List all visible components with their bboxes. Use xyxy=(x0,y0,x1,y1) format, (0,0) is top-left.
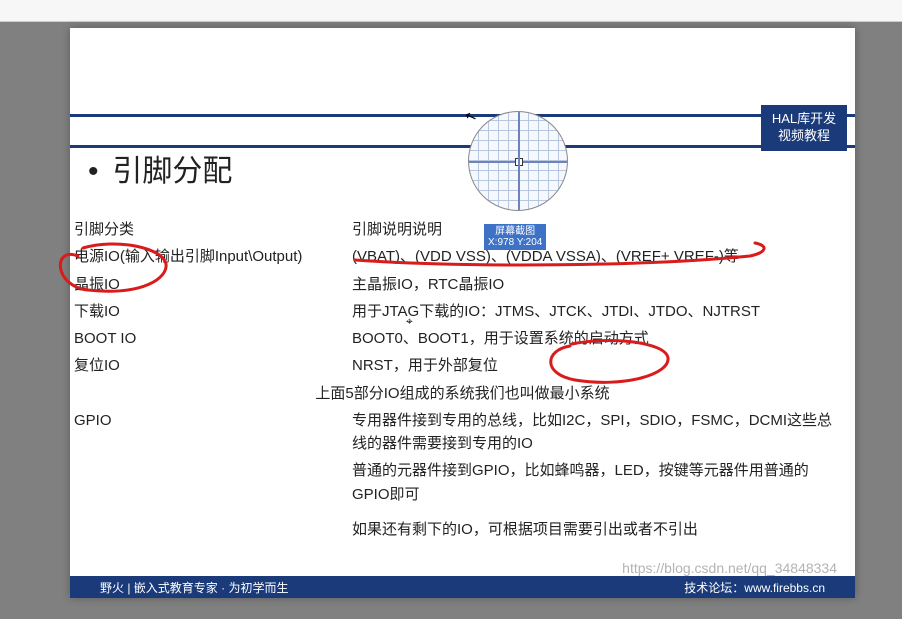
slide-title: 引脚分配 xyxy=(112,155,232,188)
header-badge: HAL库开发 视频教程 xyxy=(761,105,847,151)
table-row: 晶振IO主晶振IO，RTC晶振IO xyxy=(70,271,855,298)
table-row: 下载IO用于JTAG下载的IO：JTMS、JTCK、JTDI、JTDO、NJTR… xyxy=(70,298,855,325)
magnifier-center xyxy=(515,158,523,166)
watermark: https://blog.csdn.net/qq_34848334 xyxy=(622,560,837,576)
slide-footer: 野火 | 嵌入式教育专家 · 为初学而生 技术论坛：www.firebbs.cn xyxy=(70,576,855,598)
text-cursor-icon: ⌖ xyxy=(406,314,413,329)
table-row: 普通的元器件接到GPIO，比如蜂鸣器，LED，按键等元器件用普通的GPIO即可 xyxy=(70,457,855,508)
pin-table: 引脚分类 引脚说明说明 电源IO(输入输出引脚Input\Output)(VBA… xyxy=(70,216,855,543)
table-row: 复位IONRST，用于外部复位 xyxy=(70,352,855,379)
slide-title-row: • 引脚分配 xyxy=(88,146,232,190)
table-row: 如果还有剩下的IO，可根据项目需要引出或者不引出 xyxy=(70,508,855,543)
badge-line1: HAL库开发 xyxy=(772,111,836,128)
app-top-bar xyxy=(0,0,902,22)
table-header-row: 引脚分类 引脚说明说明 xyxy=(70,216,855,243)
th-col2: 引脚说明说明 xyxy=(352,216,855,243)
th-col1: 引脚分类 xyxy=(70,216,352,243)
slide-page: HAL库开发 视频教程 • 引脚分配 ↖ 屏幕截图 X:978 Y:204 引脚… xyxy=(70,28,855,598)
footer-right: 技术论坛：www.firebbs.cn xyxy=(684,579,825,596)
footer-left: 野火 | 嵌入式教育专家 · 为初学而生 xyxy=(100,579,288,596)
table-row: 电源IO(输入输出引脚Input\Output)(VBAT)、(VDD VSS)… xyxy=(70,243,855,270)
title-bullet: • xyxy=(88,155,104,189)
magnifier-icon xyxy=(468,111,568,211)
header-band: HAL库开发 视频教程 xyxy=(70,114,855,148)
table-span-row: 上面5部分IO组成的系统我们也叫做最小系统 xyxy=(70,380,855,407)
table-row: GPIO专用器件接到专用的总线，比如I2C，SPI，SDIO，FSMC，DCMI… xyxy=(70,407,855,458)
content-area: 引脚分类 引脚说明说明 电源IO(输入输出引脚Input\Output)(VBA… xyxy=(70,216,855,543)
table-row: BOOT IOBOOT0、BOOT1，用于设置系统的启动方式 xyxy=(70,325,855,352)
badge-line2: 视频教程 xyxy=(778,128,830,145)
